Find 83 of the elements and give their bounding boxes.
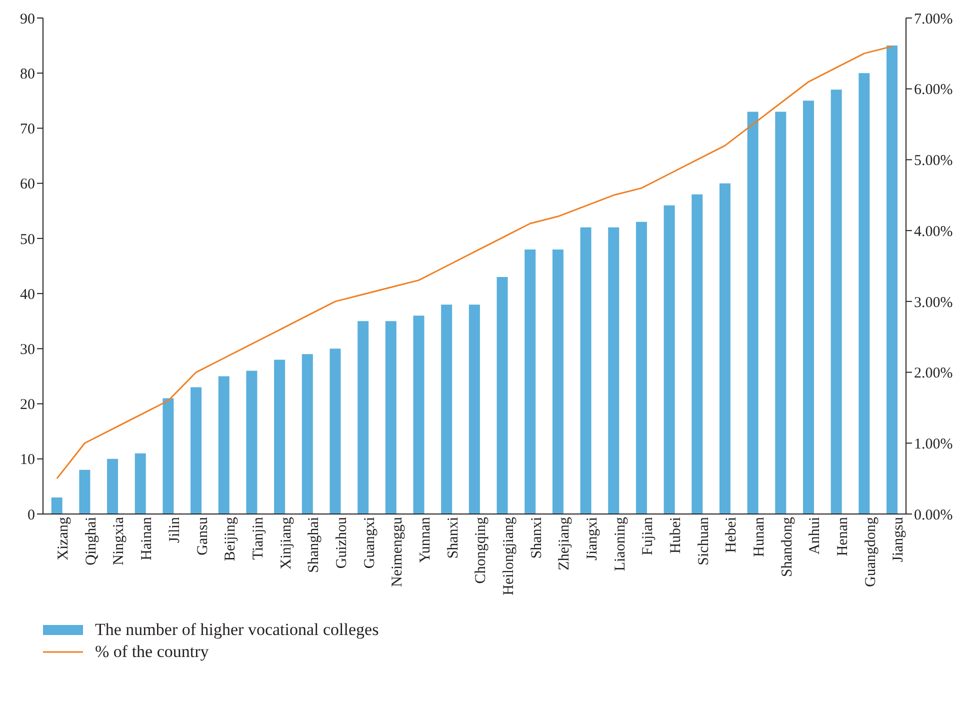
bar [218, 376, 230, 514]
x-tick-label: Jiangsu [890, 516, 907, 562]
x-tick-label: Shandong [779, 516, 796, 577]
x-tick-label: Liaoning [612, 516, 628, 572]
x-tick-label: Henan [835, 516, 852, 556]
x-tick-label: Hebei [724, 517, 740, 553]
y2-tick-label: 2.00% [914, 366, 953, 382]
bar [413, 316, 424, 514]
y-tick-label: 40 [20, 286, 35, 303]
x-tick-label: Shanxi [528, 517, 545, 559]
y-tick-label: 80 [20, 66, 35, 82]
x-tick-label: Anhui [807, 517, 824, 554]
bar [719, 183, 730, 514]
bar [496, 277, 508, 514]
bar [385, 321, 396, 514]
bar [274, 360, 286, 514]
x-tick-label: Zhejiang [556, 516, 573, 570]
y-tick-label: 70 [20, 122, 35, 138]
legend-label: % of the country [95, 642, 209, 662]
bar [51, 497, 62, 514]
bar [330, 348, 341, 514]
bar [162, 398, 174, 514]
y-tick-label: 20 [20, 397, 35, 414]
bar [246, 370, 258, 514]
x-tick-label: Chongqing [473, 516, 490, 584]
bar [830, 90, 842, 514]
x-tick-label: Hunan [752, 516, 768, 557]
bar [524, 249, 536, 514]
bar [664, 205, 675, 514]
bar [775, 112, 786, 514]
x-tick-label: Neimenggu [390, 516, 406, 587]
x-tick-label: Xinjiang [278, 516, 294, 570]
bar [134, 453, 146, 514]
y-tick-label: 90 [20, 11, 35, 28]
x-tick-label: Ningxia [111, 516, 128, 566]
line-series [56, 46, 893, 480]
x-tick-label: Jilin [166, 516, 183, 543]
bar [358, 321, 369, 514]
bar [468, 304, 480, 514]
x-tick-label: Tianjin [250, 516, 266, 560]
y-tick-label: 60 [20, 176, 35, 193]
x-tick-label: Qinghai [83, 517, 100, 566]
bar [886, 46, 898, 514]
bar [79, 470, 90, 514]
x-tick-label: Hainan [139, 516, 156, 560]
y-tick-label: 0 [28, 507, 35, 524]
y2-tick-label: 4.00% [914, 224, 953, 240]
bar [552, 249, 564, 514]
x-tick-label: Sichuan [696, 516, 712, 566]
bar [747, 112, 758, 514]
x-tick-label: Heilongjiang [500, 516, 517, 596]
x-tick-label: Guangxi [362, 517, 378, 569]
bar [636, 222, 647, 514]
x-tick-label: Fujian [640, 516, 656, 556]
y-tick-label: 50 [20, 232, 35, 248]
y2-tick-label: 3.00% [914, 294, 953, 311]
bar [608, 227, 620, 514]
bar [190, 387, 202, 514]
x-tick-label: Gansu [194, 516, 211, 556]
y-tick-label: 10 [20, 452, 35, 468]
x-tick-label: Shanghai [306, 517, 322, 573]
bar [858, 73, 870, 514]
x-tick-label: Xizang [56, 516, 72, 560]
bar [441, 304, 452, 514]
y2-tick-label: 6.00% [914, 82, 953, 98]
bar [580, 227, 592, 514]
x-tick-label: Guangdong [862, 516, 879, 587]
legend-label: The number of higher vocational colleges [95, 620, 379, 640]
bar [302, 354, 313, 514]
bar [107, 458, 118, 514]
y2-tick-label: 0.00% [914, 507, 953, 524]
y2-tick-label: 7.00% [914, 11, 953, 28]
x-tick-label: Guizhou [334, 516, 350, 569]
y-tick-label: 30 [20, 342, 35, 358]
y2-tick-label: 5.00% [914, 153, 953, 170]
x-tick-label: Shanxi [445, 517, 462, 559]
x-tick-label: Hubei [668, 517, 684, 554]
y2-tick-label: 1.00% [914, 436, 953, 452]
bar [802, 100, 814, 514]
x-tick-label: Jiangxi [584, 517, 601, 560]
bar [692, 194, 703, 514]
x-tick-label: Beijing [222, 516, 239, 562]
x-tick-label: Yunnan [417, 516, 434, 563]
